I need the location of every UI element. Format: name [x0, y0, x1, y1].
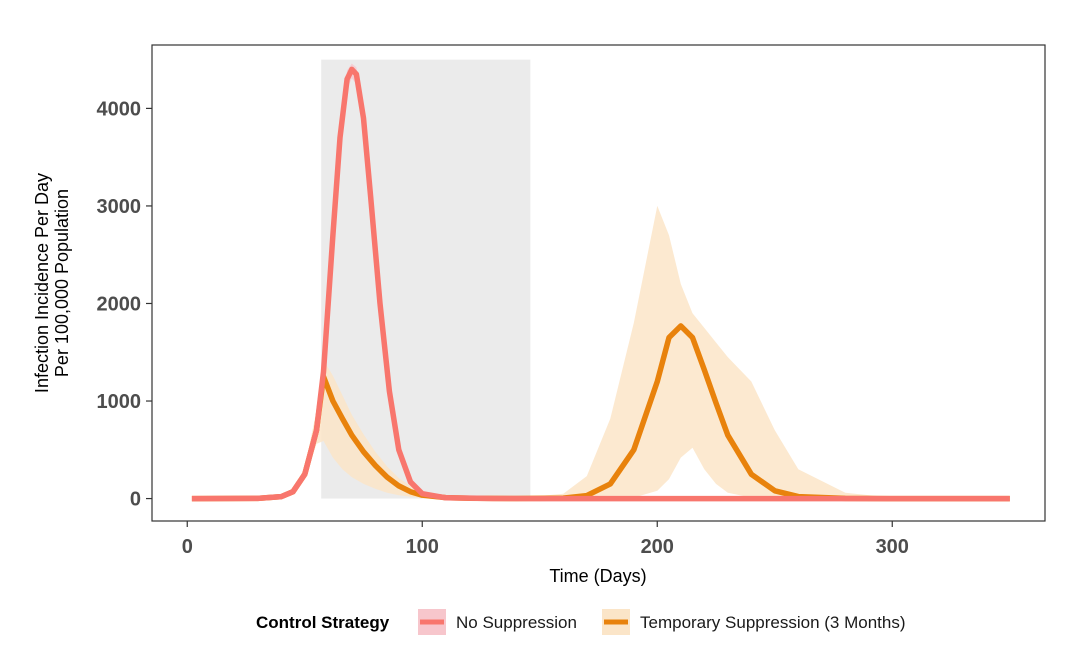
legend-label: No Suppression — [456, 613, 577, 632]
x-tick-label: 200 — [641, 536, 674, 558]
legend-item-temporary-suppression[interactable]: Temporary Suppression (3 Months) — [602, 609, 906, 635]
x-axis: 0 100 200 300 — [182, 521, 909, 558]
legend-label: Temporary Suppression (3 Months) — [640, 613, 906, 632]
x-axis-title: Time (Days) — [549, 566, 646, 586]
y-tick-label: 1000 — [97, 391, 142, 413]
panel-background — [152, 45, 1045, 521]
x-tick-label: 0 — [182, 536, 193, 558]
x-tick-label: 100 — [406, 536, 439, 558]
y-tick-label: 2000 — [97, 293, 142, 315]
y-axis: 0 1000 2000 3000 4000 — [97, 98, 152, 511]
y-tick-label: 4000 — [97, 98, 142, 120]
x-tick-label: 300 — [876, 536, 909, 558]
y-axis-title-line2: Per 100,000 Population — [52, 189, 72, 377]
series-line-layer — [191, 66, 1010, 502]
y-tick-label: 0 — [130, 489, 141, 511]
y-axis-title: Infection Incidence Per Day Per 100,000 … — [32, 173, 72, 393]
series-line-0 — [191, 66, 1010, 502]
y-tick-label: 3000 — [97, 196, 142, 218]
legend: Control Strategy No Suppression Temporar… — [256, 609, 906, 635]
legend-title: Control Strategy — [256, 613, 390, 632]
panel-border — [151, 44, 1046, 522]
legend-item-no-suppression[interactable]: No Suppression — [418, 609, 577, 635]
y-axis-title-line1: Infection Incidence Per Day — [32, 173, 52, 393]
